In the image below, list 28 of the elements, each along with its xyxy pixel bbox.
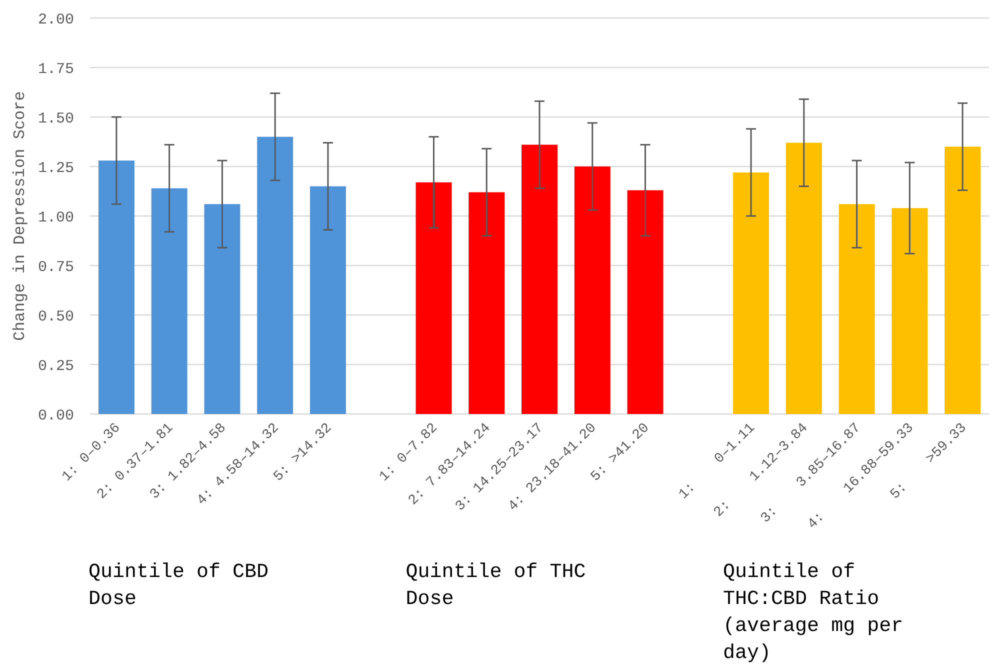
y-tick-label: 1.25: [38, 160, 74, 177]
y-tick-label: 0.00: [38, 407, 74, 424]
bar: [627, 190, 664, 414]
bar: [416, 182, 452, 414]
bar: [892, 208, 928, 414]
bar: [786, 142, 822, 414]
text: Quintile of CBD Dose: [88, 561, 268, 611]
y-axis-title: Change in Depression Score: [11, 91, 29, 341]
bar: [944, 146, 981, 414]
y-tick-label: 1.75: [38, 60, 74, 78]
bar: [204, 204, 240, 414]
y-tick-label: 1.00: [38, 209, 74, 226]
bar: [733, 172, 770, 414]
bar: [574, 166, 610, 414]
bar: [310, 186, 346, 414]
bar: [838, 204, 875, 414]
y-tick-label: 1.50: [38, 110, 74, 128]
bar: [98, 160, 134, 414]
y-tick-label: 0.25: [38, 358, 74, 375]
bar: [468, 192, 505, 414]
y-tick-label: 0.75: [38, 258, 74, 276]
text: Quintile of THC Dose: [406, 561, 586, 611]
y-tick-label: 2.00: [38, 11, 74, 28]
y-tick-label: 0.50: [38, 308, 74, 326]
bar: [257, 136, 294, 414]
bar: [522, 144, 558, 414]
bar: [151, 188, 188, 414]
text: Quintile of THC:CBD Ratio (average mg per day): [723, 561, 904, 665]
